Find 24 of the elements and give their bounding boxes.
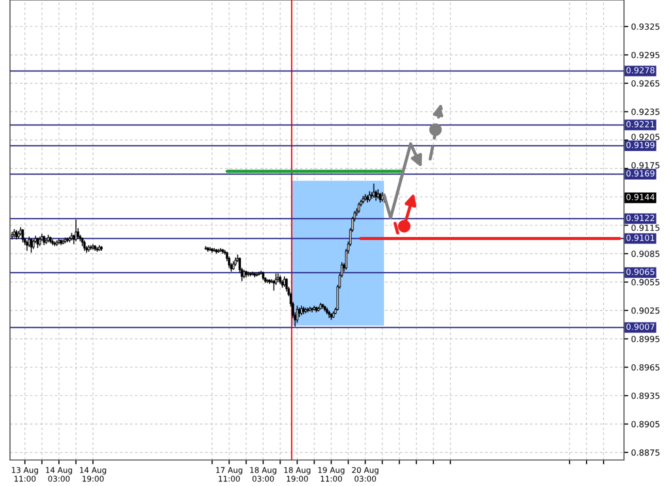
ref-line-label: 0.9065 (626, 268, 654, 276)
y-tick-label: 0.9325 (631, 23, 660, 30)
y-tick-label: 0.9115 (631, 224, 660, 231)
y-tick-label: 0.9175 (631, 162, 660, 168)
y-tick-label: 0.9055 (631, 279, 660, 286)
y-tick-label: 0.9235 (631, 108, 660, 115)
y-tick-label: 0.8905 (631, 421, 660, 428)
y-tick-label: 0.8995 (631, 336, 660, 342)
ref-line-label: 0.9122 (626, 214, 654, 222)
y-tick-label: 0.8965 (631, 364, 660, 371)
y-tick-label: 0.8875 (631, 449, 660, 456)
ref-line-label: 0.9278 (626, 67, 654, 74)
y-tick-label: 0.9265 (631, 80, 660, 87)
y-tick-label: 0.9205 (631, 134, 660, 140)
y-tick-label: 0.8935 (631, 392, 660, 399)
text: 0.9144 (626, 194, 655, 200)
ref-line-label: 0.9199 (626, 142, 654, 148)
y-tick-label: 0.9295 (631, 52, 660, 58)
ref-line-label: 0.9221 (626, 121, 654, 128)
ref-line-label: 0.9101 (626, 234, 654, 241)
ref-line-label: 0.9169 (626, 170, 654, 177)
y-tick-label: 0.9085 (631, 250, 660, 257)
y-tick-label: 0.9025 (631, 307, 660, 314)
ref-line-label: 0.9007 (626, 324, 654, 330)
